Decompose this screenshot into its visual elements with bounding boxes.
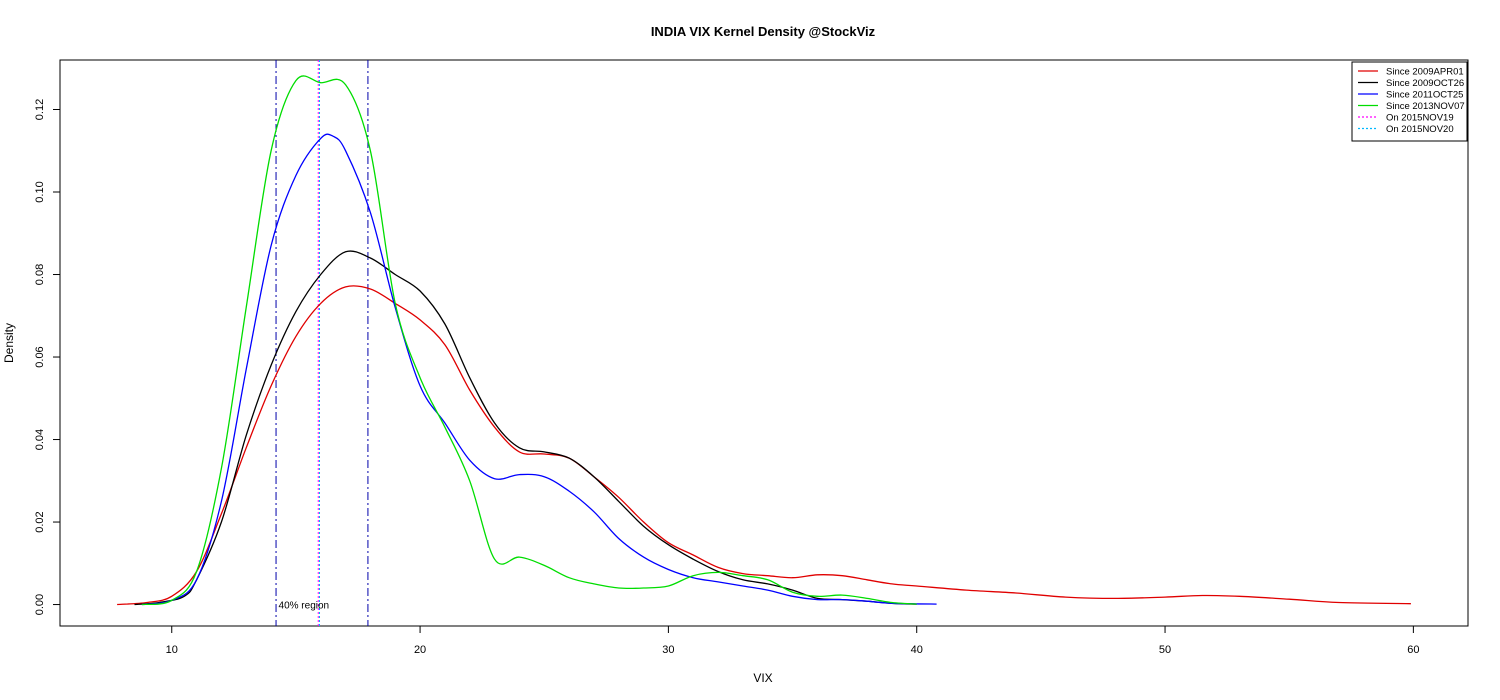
density-curves	[117, 75, 1411, 606]
vertical-lines	[275, 60, 369, 626]
legend-label: Since 2011OCT25	[1386, 90, 1463, 101]
legend-label: On 2015NOV19	[1386, 113, 1454, 124]
plot-frame	[59, 59, 1469, 627]
density-curve	[141, 133, 937, 606]
region-annotation: 40% region	[279, 601, 330, 612]
x-axis: 10 20 30 40 50 60	[166, 625, 1419, 656]
density-curve	[141, 75, 917, 606]
x-tick-label: 50	[1159, 644, 1171, 656]
density-curve	[134, 250, 917, 606]
y-axis: 0.00 0.02 0.04 0.06 0.08 0.10 0.12	[34, 99, 61, 615]
legend-label: Since 2009APR01	[1386, 67, 1464, 78]
x-tick-label: 30	[662, 644, 674, 656]
x-axis-label: VIX	[753, 671, 772, 685]
x-tick-label: 10	[166, 644, 178, 656]
x-tick-label: 20	[414, 644, 426, 656]
density-curve	[117, 285, 1411, 606]
y-tick-label: 0.04	[34, 429, 46, 450]
y-tick-label: 0.12	[34, 99, 46, 120]
annotations: 40% region	[279, 601, 330, 612]
y-axis-label: Density	[2, 323, 16, 363]
y-tick-label: 0.06	[34, 346, 46, 367]
y-tick-label: 0.00	[34, 594, 46, 615]
legend-label: Since 2009OCT26	[1386, 78, 1464, 89]
y-tick-label: 0.02	[34, 511, 46, 532]
x-tick-label: 40	[911, 644, 923, 656]
y-tick-label: 0.08	[34, 264, 46, 285]
x-tick-label: 60	[1407, 644, 1419, 656]
legend-label: Since 2013NOV07	[1386, 101, 1465, 112]
y-tick-label: 0.10	[34, 181, 46, 202]
legend-label: On 2015NOV20	[1386, 124, 1454, 135]
chart-title: INDIA VIX Kernel Density @StockViz	[651, 24, 876, 39]
legend-box	[1351, 61, 1468, 142]
